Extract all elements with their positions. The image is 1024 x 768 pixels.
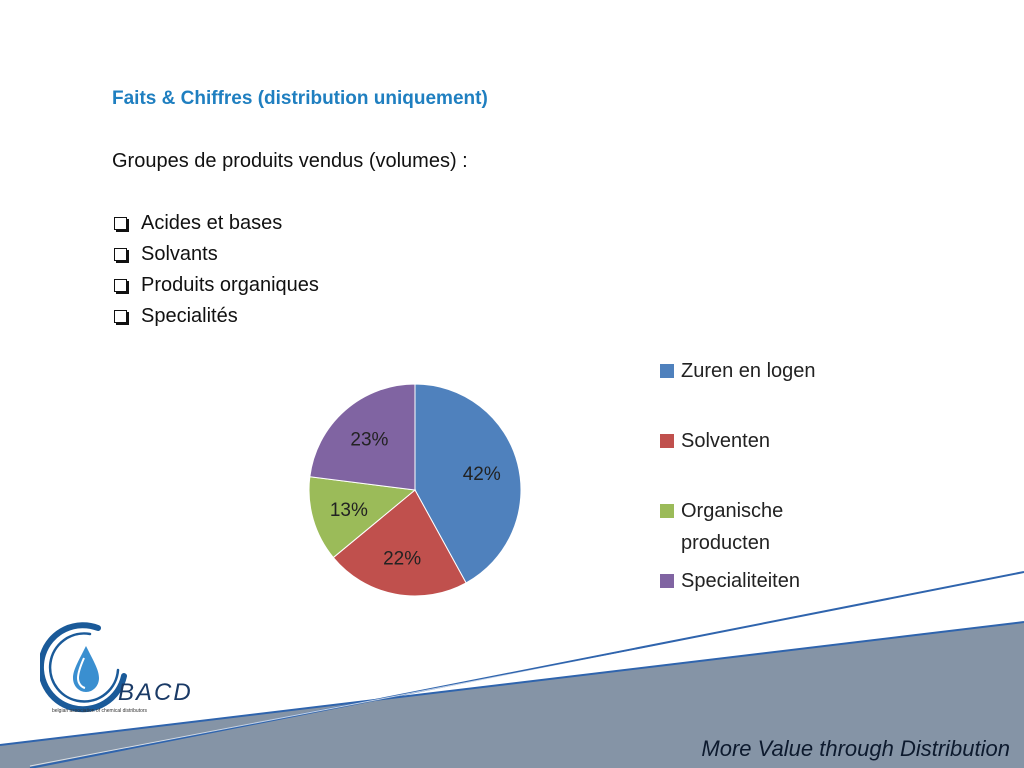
- legend-item: Specialiteiten: [660, 565, 860, 597]
- accent-line: [29, 571, 1024, 768]
- pie-data-label: 22%: [383, 549, 421, 570]
- checkbox-icon: [114, 248, 127, 261]
- slide-heading: Faits & Chiffres (distribution uniquemen…: [112, 88, 488, 109]
- bullet-item: Solvants: [114, 239, 319, 270]
- legend-item: Organische producten: [660, 495, 810, 559]
- legend-label: Organische producten: [681, 500, 784, 554]
- bullet-text: Acides et bases: [141, 212, 283, 234]
- svg-text:belgian association of chemica: belgian association of chemical distribu…: [52, 708, 148, 714]
- logo-mark-icon: BACD belgian association of chemical dis…: [37, 622, 193, 714]
- band-edge-line: [0, 621, 1024, 746]
- legend-label: Zuren en logen: [681, 360, 816, 382]
- pie-data-label: 13%: [330, 500, 368, 521]
- pie-chart: 42% 22% 13% 23%: [308, 383, 522, 597]
- legend-swatch: [660, 434, 674, 448]
- pie-data-label: 23%: [350, 429, 388, 450]
- checkbox-icon: [114, 279, 127, 292]
- svg-text:BACD: BACD: [118, 679, 193, 706]
- pie-slice: [309, 383, 416, 491]
- checkbox-icon: [114, 217, 127, 230]
- band-shape: [0, 622, 1024, 768]
- bullet-text: Produits organiques: [141, 274, 319, 296]
- legend-label: Specialiteiten: [681, 570, 800, 592]
- slide-subheading: Groupes de produits vendus (volumes) :: [112, 150, 468, 172]
- legend-swatch: [660, 504, 674, 518]
- legend-label: Solventen: [681, 430, 770, 452]
- decorative-band: [0, 571, 1024, 768]
- bullet-item: Acides et bases: [114, 208, 319, 239]
- bullet-text: Solvants: [141, 243, 218, 265]
- bullet-item: Specialités: [114, 301, 319, 332]
- legend-swatch: [660, 364, 674, 378]
- bullet-text: Specialités: [141, 305, 238, 327]
- pie-data-label: 42%: [463, 464, 501, 485]
- legend-swatch: [660, 574, 674, 588]
- accent-highlight-line: [29, 575, 1024, 767]
- bullet-list: Acides et bases Solvants Produits organi…: [114, 208, 319, 332]
- bacd-logo: BACD belgian association of chemical dis…: [37, 622, 210, 717]
- legend-item: Solventen: [660, 425, 860, 457]
- tagline: More Value through Distribution: [701, 736, 1010, 761]
- pie-slice: [414, 383, 522, 584]
- pie-slice: [308, 476, 417, 559]
- checkbox-icon: [114, 310, 127, 323]
- bullet-item: Produits organiques: [114, 270, 319, 301]
- legend-item: Zuren en logen: [660, 355, 860, 387]
- pie-slice: [332, 489, 467, 597]
